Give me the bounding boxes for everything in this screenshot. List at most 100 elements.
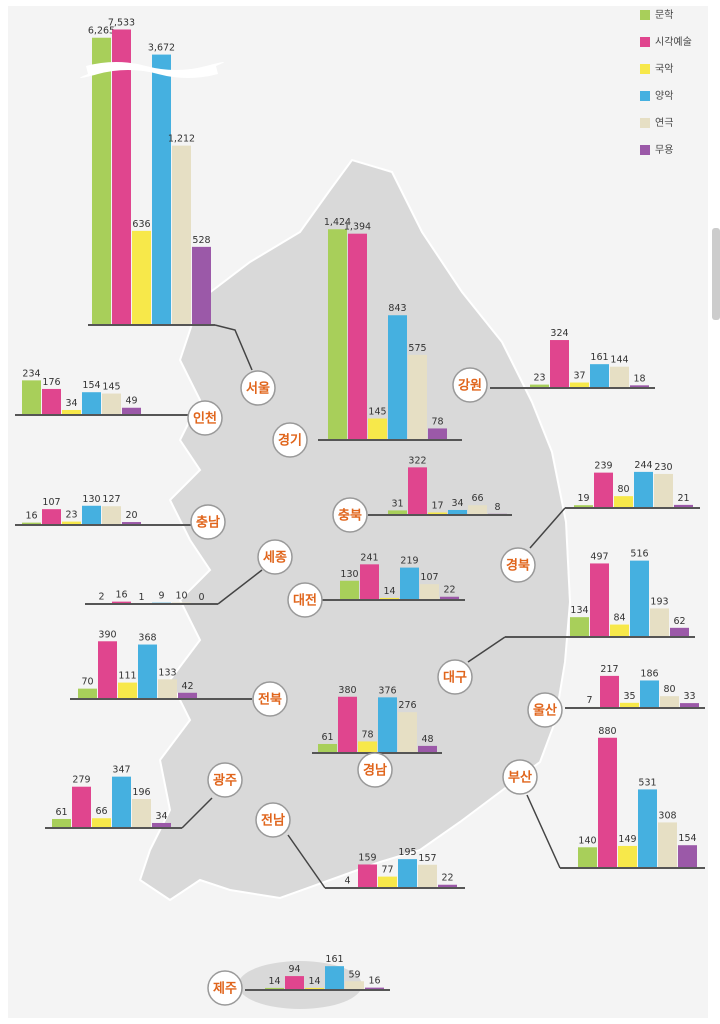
value-label: 531 — [638, 777, 656, 788]
value-label: 34 — [155, 811, 167, 822]
value-label: 244 — [634, 460, 652, 471]
region-name: 강원 — [458, 378, 482, 394]
legend-label: 무용 — [655, 144, 673, 156]
bar — [660, 696, 679, 708]
bar — [630, 385, 649, 388]
bar — [620, 702, 639, 708]
bar — [152, 822, 171, 828]
region-badge — [255, 802, 291, 838]
value-label: 0 — [198, 592, 204, 603]
legend-label: 양악 — [655, 90, 673, 102]
bar — [122, 522, 141, 525]
bar — [132, 798, 151, 828]
value-label: 3,672 — [148, 43, 175, 54]
value-label: 10 — [175, 591, 187, 602]
scroll-tab — [712, 228, 720, 320]
value-label: 161 — [590, 352, 608, 363]
legend-swatch — [640, 118, 650, 128]
bar — [338, 696, 357, 753]
bar — [345, 981, 364, 990]
bar — [178, 692, 197, 699]
bar — [600, 675, 619, 708]
value-label: 2 — [98, 592, 104, 603]
bar — [420, 584, 439, 600]
bar — [574, 505, 593, 508]
value-label: 1,394 — [344, 222, 371, 233]
region-name: 충남 — [196, 515, 220, 531]
value-label: 22 — [441, 873, 453, 884]
region-name: 충북 — [338, 508, 362, 524]
leader-line — [467, 636, 506, 663]
value-label: 14 — [308, 976, 320, 987]
leader-line — [214, 324, 253, 371]
bar — [42, 509, 61, 525]
value-label: 217 — [600, 664, 618, 675]
value-label: 14 — [268, 976, 280, 987]
region-name: 광주 — [213, 774, 237, 789]
region-name: 대전 — [293, 593, 317, 609]
value-label: 80 — [617, 484, 629, 495]
bar — [550, 340, 569, 388]
region-badge — [252, 681, 288, 717]
bar — [678, 845, 697, 868]
value-label: 78 — [431, 416, 443, 427]
bar — [72, 786, 91, 828]
region-badge — [207, 762, 243, 798]
value-label: 14 — [383, 586, 395, 597]
value-label: 8 — [494, 502, 500, 513]
value-label: 157 — [418, 853, 436, 864]
bar — [680, 703, 699, 708]
value-label: 127 — [102, 494, 120, 505]
value-label: 61 — [321, 732, 333, 743]
bar — [102, 393, 121, 415]
bar — [630, 560, 649, 637]
value-label: 145 — [368, 407, 386, 418]
bar — [112, 776, 131, 828]
value-label: 1,212 — [168, 134, 195, 145]
value-label: 154 — [82, 380, 100, 391]
value-label: 61 — [55, 807, 67, 818]
value-label: 4 — [344, 875, 350, 886]
bar — [22, 380, 41, 415]
value-label: 111 — [118, 671, 136, 682]
bar — [365, 987, 384, 990]
value-label: 59 — [348, 969, 360, 980]
bar — [102, 506, 121, 525]
value-label: 880 — [598, 726, 616, 737]
bar — [62, 409, 81, 415]
bar — [340, 580, 359, 600]
value-label: 16 — [25, 511, 37, 522]
value-label: 133 — [158, 667, 176, 678]
value-label: 234 — [22, 368, 40, 379]
value-label: 66 — [471, 493, 483, 504]
bar — [598, 737, 617, 868]
value-label: 35 — [623, 691, 635, 702]
bar — [172, 145, 191, 325]
value-label: 80 — [663, 684, 675, 695]
value-label: 159 — [358, 852, 376, 863]
bar — [400, 567, 419, 600]
value-label: 78 — [361, 729, 373, 740]
bar — [22, 522, 41, 525]
bar — [112, 29, 131, 325]
bar — [112, 601, 131, 604]
bar — [305, 987, 324, 990]
bar — [614, 496, 633, 508]
legend-label: 연극 — [655, 117, 673, 129]
value-label: 140 — [578, 835, 596, 846]
region-badge — [332, 497, 368, 533]
bar — [610, 624, 629, 637]
bar — [348, 233, 367, 440]
axis-break — [80, 62, 224, 78]
leader-line — [181, 797, 213, 829]
value-label: 1,424 — [324, 217, 351, 228]
value-label: 276 — [398, 700, 416, 711]
bar — [428, 428, 447, 440]
region-badge — [452, 367, 488, 403]
value-label: 33 — [683, 691, 695, 702]
leader-line — [217, 569, 263, 605]
value-label: 66 — [95, 806, 107, 817]
value-label: 636 — [132, 219, 150, 230]
bar — [325, 966, 344, 990]
bar — [285, 976, 304, 990]
